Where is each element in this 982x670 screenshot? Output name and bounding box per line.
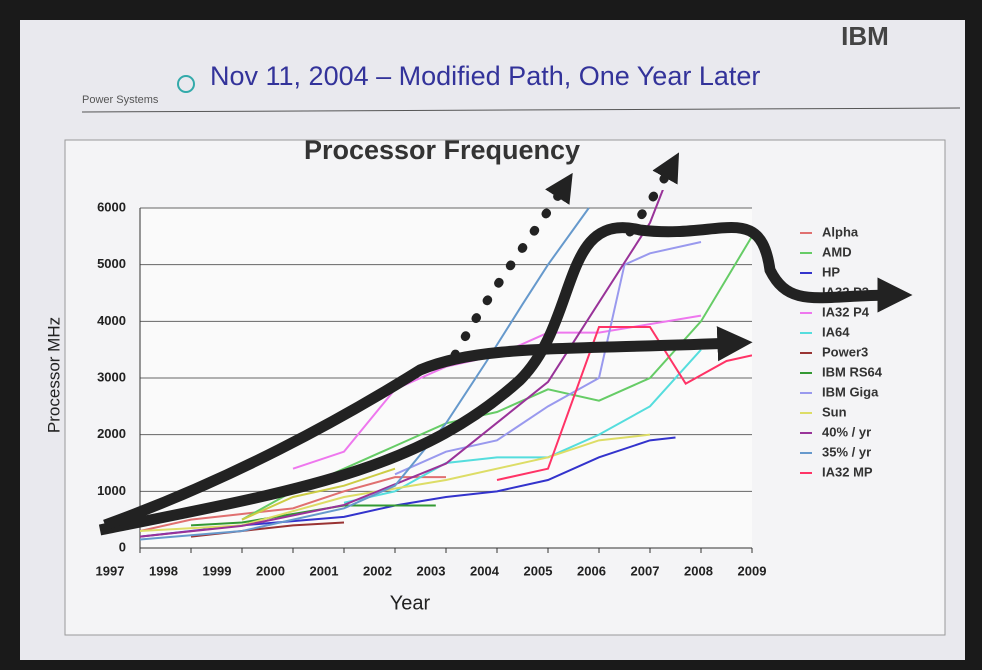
series-line: [140, 207, 590, 541]
y-tick-label: 1000: [97, 483, 126, 498]
ibm-logo: IBM: [841, 21, 889, 51]
brand: Power Systems: [82, 94, 159, 106]
legend-label: IA64: [822, 324, 850, 339]
y-tick-label: 0: [119, 539, 126, 554]
legend-label: HP: [822, 264, 840, 279]
legend-label: IBM RS64: [822, 364, 883, 379]
x-tick-label: 2009: [738, 563, 767, 578]
annotation-arrows: [98, 152, 913, 536]
legend-label: 40% / yr: [822, 424, 871, 439]
flattened-path-arrow: [103, 326, 753, 531]
legend-label: AMD: [822, 244, 852, 259]
projected-dotted-arrow: [625, 152, 680, 237]
x-tick-label: 2008: [684, 563, 713, 578]
y-tick-label: 6000: [97, 199, 126, 214]
legend-label: 35% / yr: [822, 444, 871, 459]
x-axis-title: Year: [390, 592, 431, 614]
legend-label: Power3: [822, 344, 868, 359]
x-tick-label: 2004: [470, 563, 500, 578]
x-tick-label: 2000: [256, 563, 285, 578]
x-tick-label: 2005: [524, 563, 553, 578]
y-tick-label: 4000: [97, 313, 126, 328]
y-axis-title: Processor MHz: [44, 317, 63, 433]
x-tick-label: 2003: [417, 563, 446, 578]
legend-label: IA32 MP: [822, 464, 873, 479]
header-rule: [81, 107, 961, 113]
series-line: [140, 190, 664, 538]
x-tick-label: 2007: [631, 563, 660, 578]
x-tick-label: 1998: [149, 563, 178, 578]
chart-title: Processor Frequency: [304, 135, 580, 165]
legend-label: Sun: [822, 404, 847, 419]
x-tick-label: 2006: [577, 563, 606, 578]
modified-path-arrow: [98, 222, 913, 536]
x-tick-label: 1997: [96, 563, 125, 578]
series-line: [394, 241, 702, 476]
series-line: [140, 436, 676, 538]
legend-label: IBM Giga: [822, 384, 879, 399]
legend-label: Alpha: [822, 224, 859, 239]
x-tick-label: 2002: [363, 563, 392, 578]
x-tick-label: 2001: [310, 563, 339, 578]
y-tick-label: 3000: [97, 369, 126, 384]
projected-dotted-arrow: [450, 172, 573, 360]
legend-label: IA32 P4: [822, 304, 870, 319]
slide-title: Nov 11, 2004 – Modified Path, One Year L…: [210, 61, 760, 91]
series-line: [140, 476, 446, 532]
y-tick-label: 5000: [97, 256, 126, 271]
plot-area: 0 1000 2000 3000 4000 5000 6000 1997 1998 1999 200…: [96, 190, 883, 578]
y-tick-label: 2000: [97, 426, 126, 441]
x-tick-label: 1999: [203, 563, 232, 578]
series-line: [241, 467, 396, 521]
logo-swirl: [177, 75, 195, 93]
